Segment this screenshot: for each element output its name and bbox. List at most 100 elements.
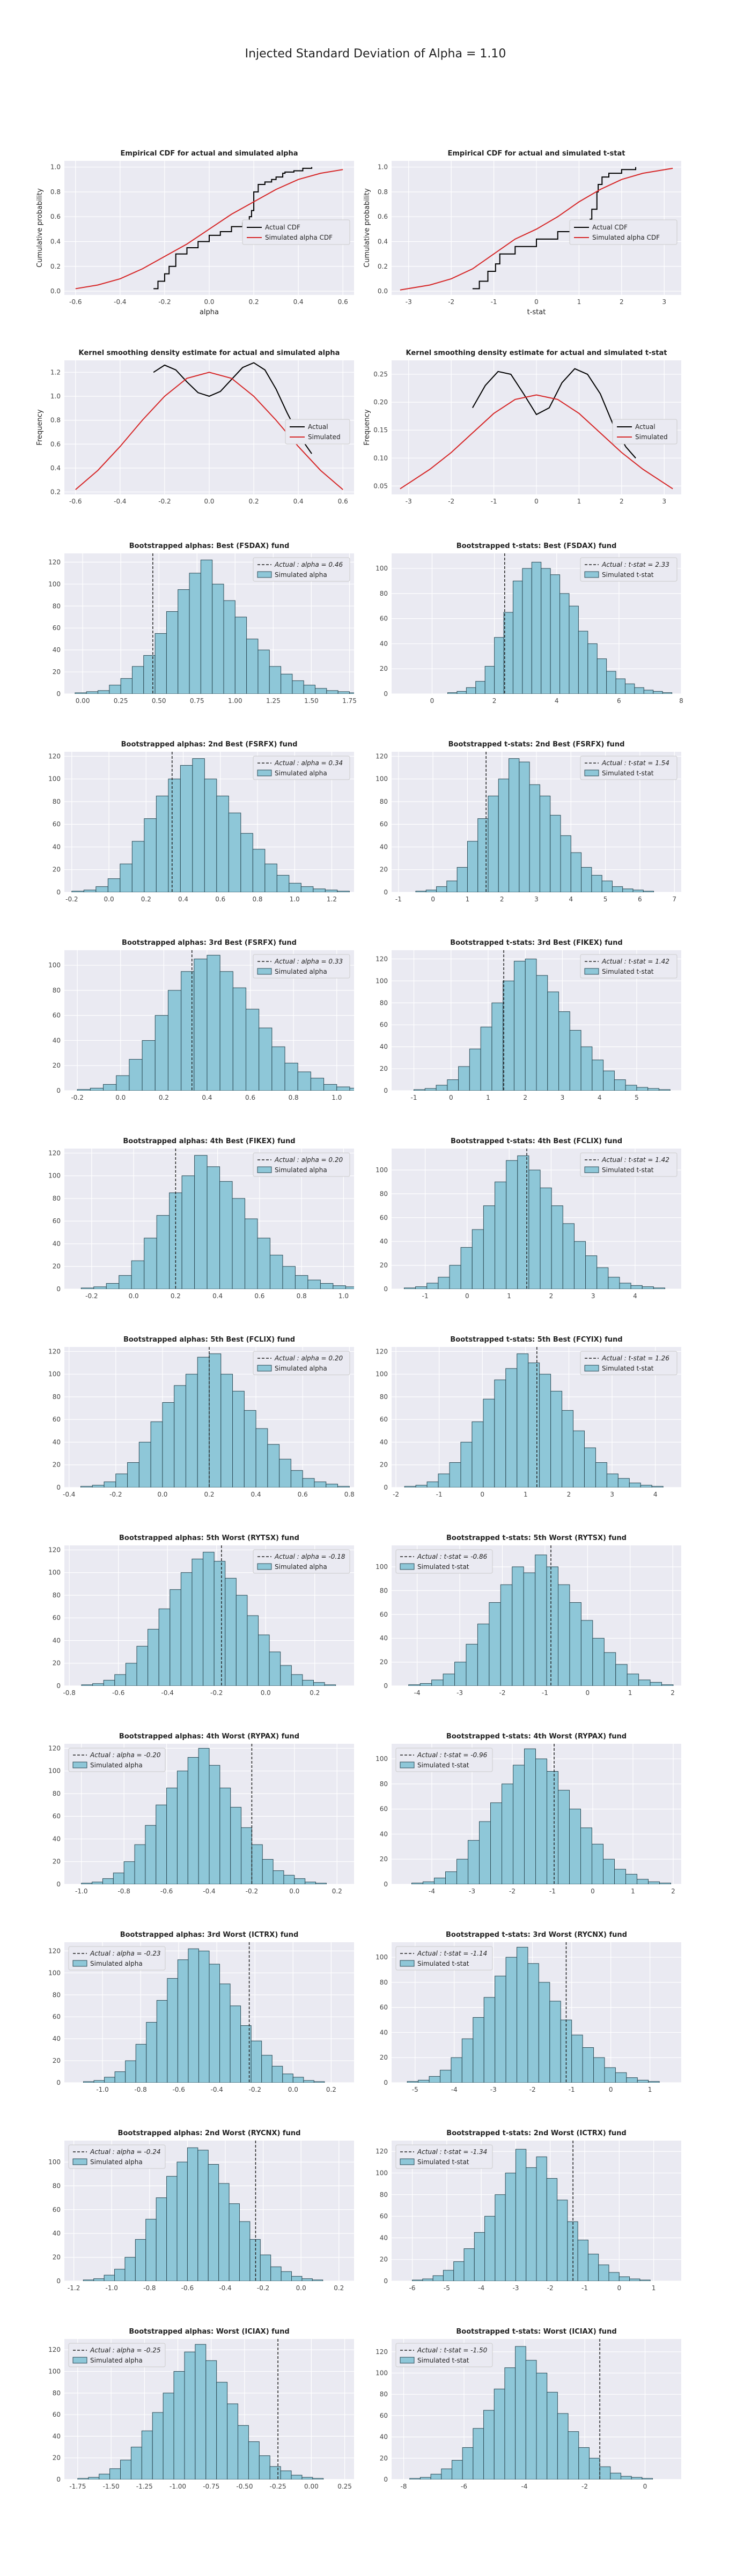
histogram-bar (113, 1872, 124, 1884)
histogram-bar (244, 1410, 256, 1487)
histogram-bar (83, 2279, 94, 2281)
histogram-bar (426, 1481, 439, 1487)
histogram-bar (557, 2200, 568, 2281)
x-tick-label: -4 (478, 2284, 484, 2292)
histogram-bar (648, 1881, 660, 1884)
histogram-bar (349, 692, 354, 694)
histogram-bar (154, 1015, 168, 1091)
histogram-bar (103, 1084, 117, 1091)
histogram-bar (659, 1883, 671, 1884)
histogram-bar (80, 1287, 94, 1289)
histogram-bar (238, 2425, 249, 2479)
histogram-bar (135, 2044, 147, 2083)
histogram-bar (517, 1353, 529, 1487)
legend-swatch (400, 1960, 415, 1967)
histogram-bar (535, 1555, 547, 1686)
x-tick-label: -5 (412, 2086, 418, 2093)
legend-label: Actual : alpha = 0.46 (274, 561, 343, 568)
x-tick-label: -1 (569, 2086, 575, 2093)
histogram-bar (232, 1390, 245, 1487)
subplot-11: -0.2 0.0 0.2 0.4 0.6 0.8 1.0 0 20 40 60 80 100 120 Boo… (48, 1137, 354, 1300)
histogram-bar (483, 1398, 495, 1487)
y-tick-label: 60 (380, 820, 388, 828)
x-tick-label: -0.8 (134, 2086, 146, 2093)
y-tick-label: 100 (376, 565, 388, 572)
histogram-bar (218, 2183, 230, 2281)
histogram-bar (640, 1485, 652, 1487)
x-tick-label: -2 (499, 1689, 505, 1697)
histogram-bar (528, 1363, 540, 1487)
subplot-title: Bootstrapped alphas: Best (FSDAX) fund (129, 542, 290, 550)
histogram-bar (541, 568, 551, 694)
histogram-bar (276, 875, 290, 892)
x-tick-label: -0.4 (210, 2086, 223, 2093)
subplot-title: Kernel smoothing density estimate for ac… (79, 349, 340, 357)
x-tick-label: 2 (671, 1689, 675, 1697)
y-tick-label: 20 (53, 2454, 61, 2462)
x-tick-label: 0.4 (293, 298, 304, 306)
y-tick-label: 40 (53, 1835, 61, 1842)
histogram-bar (438, 1474, 450, 1487)
x-tick-label: 2 (620, 498, 624, 505)
histogram-bar (580, 1046, 593, 1091)
histogram-bar (423, 1881, 435, 1884)
histogram-bar (163, 2393, 174, 2479)
histogram-bar (610, 2473, 621, 2479)
histogram-bar (197, 1357, 210, 1487)
histogram-bar (549, 2001, 561, 2083)
histogram-bar (603, 1652, 616, 1686)
x-tick-label: -2 (448, 498, 454, 505)
histogram-bar (443, 1674, 455, 1686)
x-tick-label: -0.4 (114, 498, 126, 505)
y-tick-label: 80 (380, 1587, 388, 1594)
subplot-title: Bootstrapped alphas: 4th Worst (RYPAX) f… (119, 1733, 299, 1741)
x-tick-label: 0 (643, 2483, 647, 2490)
x-tick-label: -0.2 (210, 1689, 223, 1697)
histogram-bar (312, 2478, 324, 2479)
histogram-bar (547, 991, 559, 1091)
histogram-bar (483, 2410, 495, 2479)
histogram-bar (325, 890, 338, 892)
histogram-bar (158, 1608, 171, 1686)
histogram-bar (184, 2351, 196, 2479)
histogram-bar (558, 1011, 570, 1091)
x-tick-label: 0.8 (252, 895, 262, 903)
legend-swatch (400, 1563, 415, 1570)
legend-box (242, 219, 350, 245)
y-tick-label: 0 (56, 2476, 61, 2483)
y-tick-label: 120 (48, 1546, 61, 1553)
histogram-bar (550, 574, 561, 694)
x-tick-label: 0.25 (114, 697, 128, 705)
plot-marks (83, 1942, 325, 2083)
y-tick-label: 100 (376, 1563, 388, 1571)
histogram-bar (598, 2264, 609, 2281)
y-tick-label: 0 (56, 1285, 61, 1293)
histogram-bar (257, 1238, 270, 1289)
histogram-bar (336, 1086, 350, 1091)
y-tick-label: 60 (53, 624, 61, 632)
y-tick-label: 40 (380, 1830, 388, 1838)
histogram-bar (301, 2278, 313, 2281)
subplot-title: Bootstrapped alphas: 3rd Best (FSRFX) fu… (122, 939, 297, 947)
histogram-bar (593, 2057, 605, 2083)
x-tick-label: 1.0 (332, 1094, 342, 1101)
histogram-bar (170, 1589, 181, 1686)
y-tick-label: 100 (48, 1767, 61, 1775)
histogram-bar (88, 2477, 100, 2479)
histogram-bar (180, 765, 193, 892)
histogram-bar (480, 1026, 492, 1091)
x-tick-label: 0 (609, 2086, 613, 2093)
x-tick-label: -0.4 (63, 1491, 75, 1498)
plot-marks (412, 2141, 651, 2281)
histogram-bar (337, 891, 350, 892)
y-tick-label: 0 (56, 2079, 61, 2086)
histogram-bar (483, 1997, 496, 2083)
histogram-bar (404, 1486, 416, 1487)
histogram-bar (324, 1684, 336, 1686)
x-tick-label: 1 (652, 2284, 656, 2292)
histogram-bar (426, 1283, 439, 1289)
histogram-bar (571, 2034, 583, 2083)
histogram-bar (629, 2278, 640, 2281)
x-tick-label: -0.2 (158, 498, 171, 505)
